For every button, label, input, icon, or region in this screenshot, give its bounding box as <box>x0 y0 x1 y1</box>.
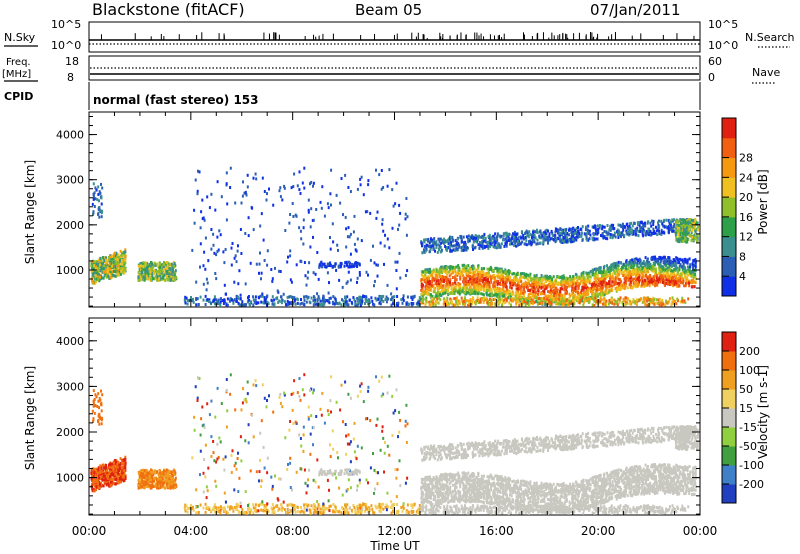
freq-unit: [MHz] <box>2 69 31 80</box>
date-title: 07/Jan/2011 <box>590 1 681 19</box>
velocity-colorbar: 200 100 50 15 -15 -50 -100 -200 <box>721 331 764 504</box>
nsky-trace <box>89 32 700 45</box>
range-tick-label: 4000 <box>56 335 84 348</box>
nave-tick-bottom: 0 <box>708 71 715 84</box>
colorbar-swatch <box>722 446 736 466</box>
colorbar-swatch <box>722 484 736 504</box>
colorbar-swatch <box>722 137 736 159</box>
beam-title: Beam 05 <box>355 1 422 19</box>
cpid-text: normal (fast stereo) 153 <box>93 93 259 107</box>
nsky-tick-top: 10^5 <box>51 18 81 31</box>
colorbar-swatch <box>722 256 736 277</box>
colorbar-swatch <box>722 408 736 428</box>
power-axes: 1000 2000 3000 4000 <box>56 112 701 307</box>
colorbar-tick-label: 8 <box>739 250 746 263</box>
freq-tick-bottom: 8 <box>67 71 74 84</box>
power-data-layer <box>90 166 699 307</box>
velocity-panel <box>88 317 701 516</box>
colorbar-swatch <box>722 370 736 390</box>
colorbar-swatch <box>722 197 736 218</box>
power-panel <box>88 111 701 308</box>
range-tick-label: 1000 <box>56 264 84 277</box>
range-tick-label: 4000 <box>56 129 84 142</box>
cpid-label: CPID <box>4 90 33 103</box>
colorbar-swatch <box>722 236 736 257</box>
colorbar-tick-label: 100 <box>739 364 760 377</box>
time-tick-label: 08:00 <box>275 524 310 538</box>
colorbar-tick-label: -100 <box>739 459 764 472</box>
nsearch-label: N.Search <box>745 31 795 44</box>
colorbar-tick-label: 24 <box>739 171 753 184</box>
colorbar-tick-label: 4 <box>739 270 746 283</box>
colorbar-swatch <box>722 157 736 178</box>
colorbar-tick-label: -15 <box>739 421 757 434</box>
velocity-data-layer <box>90 373 699 515</box>
freq-label: Freq. <box>6 57 31 68</box>
nsky-label: N.Sky <box>4 31 36 44</box>
range-tick-label: 2000 <box>56 219 84 232</box>
colorbar-swatch <box>722 389 736 409</box>
range-tick-label: 3000 <box>56 380 84 393</box>
nave-label: Nave <box>752 66 780 79</box>
time-tick-label: 00:00 <box>683 524 718 538</box>
colorbar-swatch <box>722 118 736 139</box>
colorbar-tick-label: 16 <box>739 211 753 224</box>
time-tick-label: 20:00 <box>581 524 616 538</box>
power-colorbar-label: Power [dB] <box>756 169 770 234</box>
colorbar-tick-label: -200 <box>739 478 764 491</box>
colorbar-tick-label: 28 <box>739 152 753 165</box>
colorbar-swatch <box>722 332 736 352</box>
station-title: Blackstone (fitACF) <box>92 0 245 19</box>
colorbar-swatch <box>722 276 736 297</box>
colorbar-swatch <box>722 216 736 238</box>
colorbar-tick-label: 15 <box>739 402 753 415</box>
colorbar-swatch <box>722 351 736 371</box>
velocity-colorbar-label: Velocity [m s-1] <box>756 365 770 459</box>
colorbar-swatch <box>722 465 736 485</box>
nsky-panel <box>88 21 701 53</box>
time-axis: 00:00 04:00 08:00 12:00 16:00 20:00 00:00 <box>72 524 718 538</box>
freq-tick-top: 18 <box>65 55 79 68</box>
colorbar-swatch <box>722 427 736 447</box>
time-tick-label: 16:00 <box>479 524 514 538</box>
time-tick-label: 12:00 <box>377 524 412 538</box>
range-tick-label: 1000 <box>56 472 84 485</box>
colorbar-swatch <box>722 177 736 198</box>
freq-panel <box>88 55 701 81</box>
colorbar-tick-label: 50 <box>739 383 753 396</box>
range-tick-label: 3000 <box>56 174 84 187</box>
nsearch-tick-bottom: 10^0 <box>708 39 738 52</box>
time-axis-label: Time UT <box>369 539 420 553</box>
nave-tick-top: 60 <box>708 55 722 68</box>
nsky-tick-bottom: 10^0 <box>51 39 81 52</box>
velocity-axes: 1000 2000 3000 4000 <box>56 318 701 515</box>
velocity-ylabel: Slant Range [km] <box>23 366 37 470</box>
colorbar-tick-label: 200 <box>739 345 760 358</box>
colorbar-tick-label: 12 <box>739 231 753 244</box>
power-ylabel: Slant Range [km] <box>23 160 37 264</box>
time-tick-label: 04:00 <box>174 524 209 538</box>
range-tick-label: 2000 <box>56 426 84 439</box>
colorbar-tick-label: 20 <box>739 191 753 204</box>
nsearch-tick-top: 10^5 <box>708 18 738 31</box>
power-colorbar: 4 8 12 16 20 24 28 <box>721 117 753 297</box>
time-tick-label: 00:00 <box>72 524 107 538</box>
colorbar-tick-label: -50 <box>739 440 757 453</box>
